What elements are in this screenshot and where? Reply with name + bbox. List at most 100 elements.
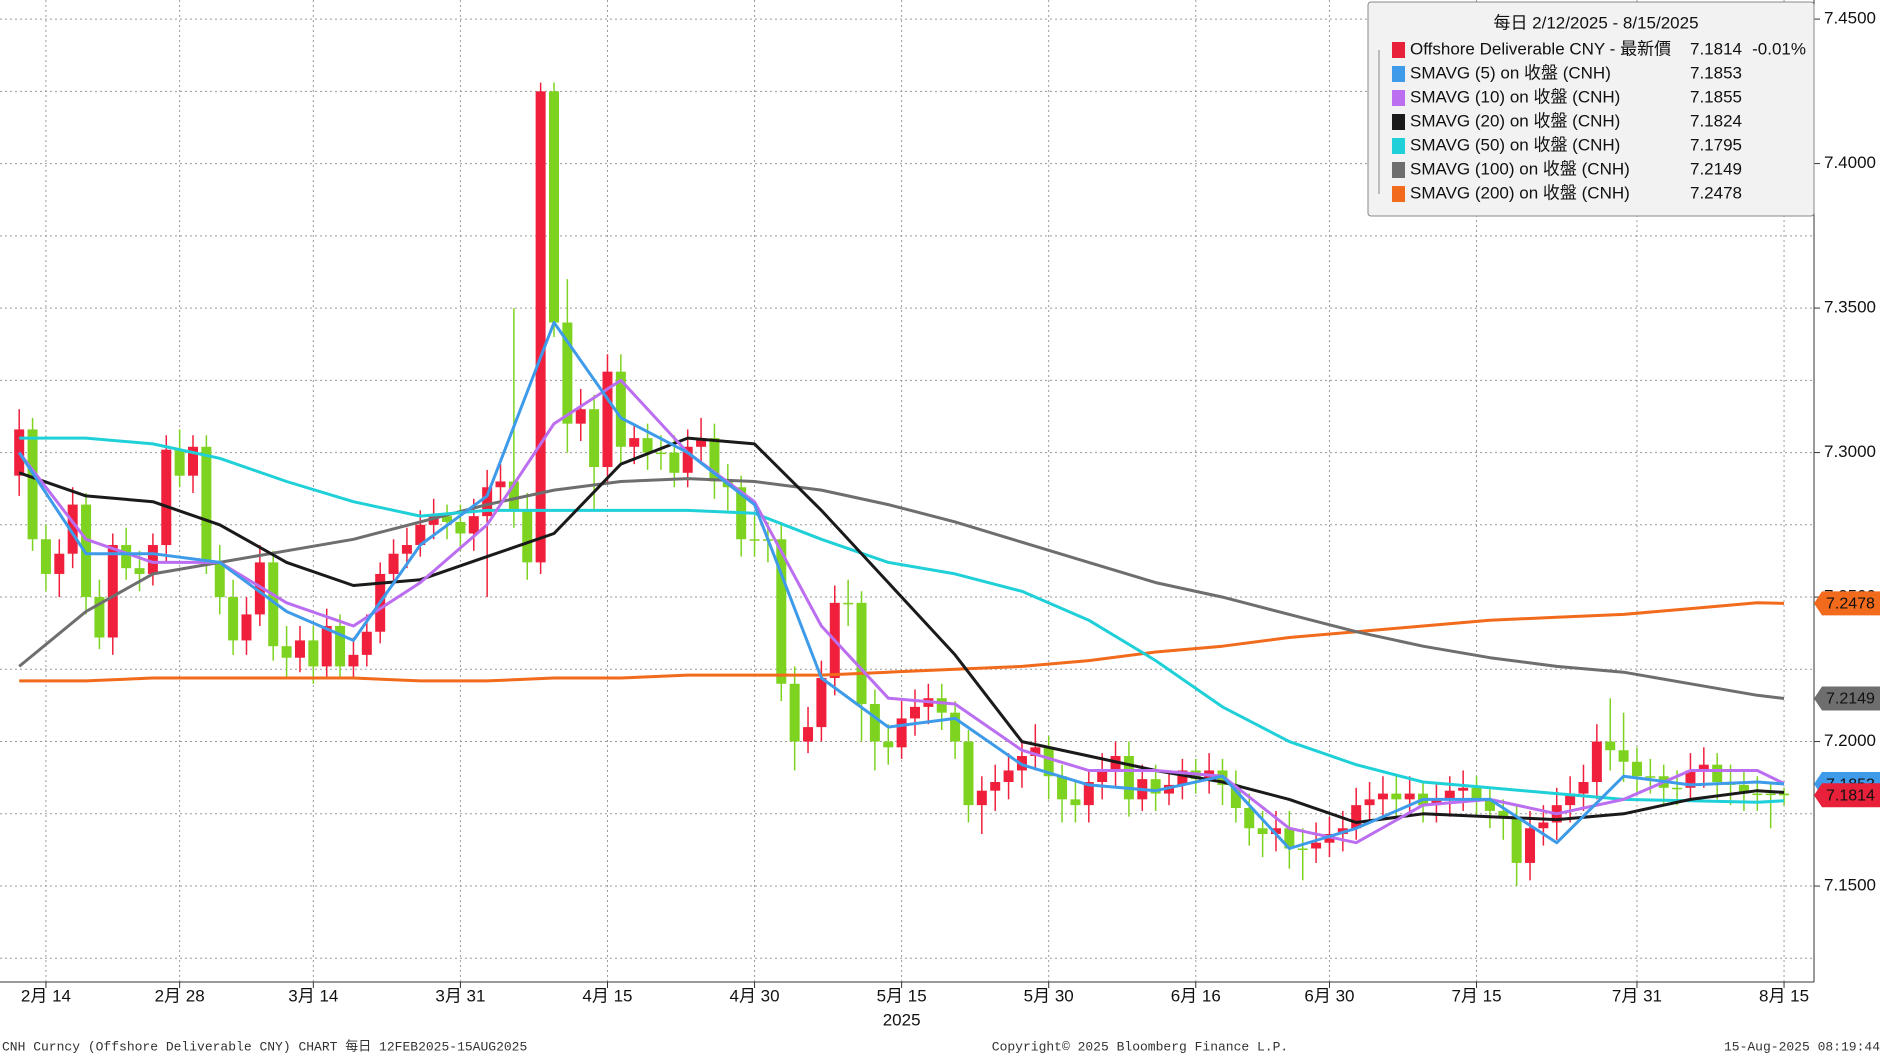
x-tick-label: 2月 28 [155,986,205,1005]
x-year-label: 2025 [883,1010,921,1029]
candle-body [1511,816,1522,863]
candle-body [1097,770,1108,783]
x-tick-label: 4月 15 [582,986,632,1005]
y-tick-label: 7.3000 [1824,442,1876,461]
candle-body [1484,799,1495,811]
value-box-label: 7.2478 [1826,596,1875,613]
candle-body [1257,828,1268,835]
candle-body [1284,828,1295,849]
y-tick-label: 7.4500 [1824,9,1876,28]
candle-body [67,504,78,554]
candle-body [442,516,453,522]
candle-body [94,597,105,638]
legend-swatch [1392,66,1405,82]
candle-body [909,706,920,719]
legend: 每日 2/12/2025 - 8/15/2025 Offshore Deliver… [1367,1,1815,217]
legend-value: 7.2149 [1690,159,1742,178]
legend-label: SMAVG (10) on 收盤 (CNH) [1410,87,1620,106]
candle-body [1270,828,1281,835]
candle-body [228,597,239,641]
candle-body [241,614,252,641]
legend-change: -0.01% [1752,39,1806,58]
candle-body [963,741,974,806]
legend-swatch [1392,114,1405,130]
x-tick-label: 3月 31 [435,986,485,1005]
candle-body [696,438,707,447]
candle-body [401,545,412,554]
legend-swatch [1392,186,1405,202]
candle-body [1498,810,1509,817]
candle-body [1030,747,1041,757]
candle-body [803,727,814,742]
candle-body [335,625,346,667]
candle-body [1645,776,1656,778]
legend-value: 7.2478 [1690,183,1742,202]
ma-line [17,321,1785,850]
candle-body [549,91,559,323]
candle-body [1591,741,1602,783]
value-box [1814,783,1880,808]
legend-label: SMAVG (100) on 收盤 (CNH) [1410,159,1630,178]
value-box-label: 7.1814 [1826,788,1875,805]
candle-body [415,524,426,546]
legend-label: SMAVG (50) on 收盤 (CNH) [1410,135,1620,154]
legend-value: 7.1855 [1690,87,1742,106]
candle-body [1538,822,1549,829]
candle-body [1752,793,1763,796]
candle-body [990,782,1001,791]
candle-body [1672,787,1683,790]
y-tick-label: 7.2000 [1824,731,1876,750]
legend-label: SMAVG (20) on 收盤 (CNH) [1410,111,1620,130]
candle-body [896,718,907,748]
candle-body [682,446,693,473]
candle-body [361,631,372,655]
candle-body [776,539,787,684]
candle-body [121,545,132,569]
ma-line [19,436,1785,804]
legend-title: 每日 2/12/2025 - 8/15/2025 [1493,13,1698,32]
candle-body [174,449,185,476]
candle-body [134,568,145,574]
legend-value: 7.1795 [1690,135,1742,154]
x-tick-label: 5月 30 [1024,986,1074,1005]
candle-body [1070,799,1081,806]
candle-body [589,409,600,468]
x-tick-label: 3月 14 [288,986,338,1005]
candle-body [1765,793,1776,796]
candle-body [1391,793,1402,800]
candle-body [40,539,51,574]
y-tick-label: 7.4000 [1824,153,1876,172]
candle-body [1297,848,1308,850]
candle-body [268,562,279,647]
candle-body [308,640,319,667]
candle-body [281,646,292,658]
candle-body [1083,782,1094,806]
legend-label: Offshore Deliverable CNY - 最新價 [1410,39,1671,58]
candle-body [1738,784,1749,794]
candle-body [562,322,573,424]
candle-body [522,510,533,563]
x-tick-label: 6月 30 [1304,986,1354,1005]
candle-body [1685,770,1696,788]
candle-body [482,487,493,517]
candle-body [1698,764,1709,771]
legend-value: 7.1814 [1690,39,1742,58]
candle-body [27,429,38,540]
legend-value: 7.1853 [1690,63,1742,82]
candle-body [1043,747,1054,777]
x-tick-label: 7月 31 [1612,986,1662,1005]
value-box [1814,686,1880,711]
marks [14,82,1790,887]
candle-body [214,562,225,598]
candle-body [107,545,118,638]
candle-body [1618,750,1629,762]
candle-body [1578,782,1589,794]
candle-body [709,438,720,482]
legend-box [1367,1,1815,217]
legend-swatch [1392,42,1405,58]
candle-body [161,449,172,546]
x-tick-label: 7月 15 [1451,986,1501,1005]
candle-body [816,677,827,728]
candle-body [883,741,894,748]
